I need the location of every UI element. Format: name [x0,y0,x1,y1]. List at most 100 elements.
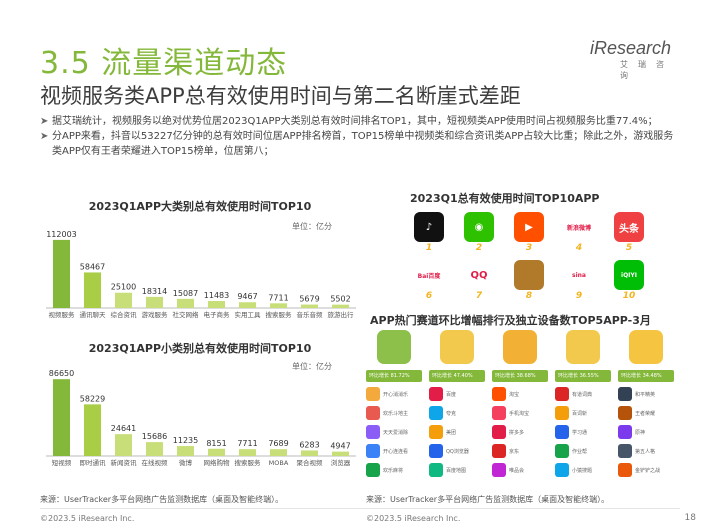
bar [176,446,195,456]
iresearch-logo: iResearch 艾瑞咨询 [590,38,690,81]
app-icon [366,425,380,439]
growth-app-row: QQ浏览器 [429,444,485,458]
growth-app-row: 美团 [429,425,485,439]
app-icon [555,425,569,439]
honor-of-kings-icon [514,260,544,290]
app-icon [492,463,506,477]
app-icon [492,425,506,439]
growth-tag: 环比增长 34.48% [618,370,674,382]
bar-value-label: 7689 [268,439,288,448]
app-name: 王者荣耀 [635,410,656,417]
bar [114,292,133,308]
growth-app-row: 第五人格 [618,444,674,458]
bar [269,449,288,456]
source-note-left: 来源：UserTracker多平台网络广告监测数据库（桌面及智能终端）。 [40,495,284,504]
app-name: 欢乐斗地主 [383,410,409,417]
bar [145,296,164,308]
app-icon [618,444,632,458]
app-name: 天天爱消除 [383,429,409,436]
top10-app-cell: sina 9 [562,260,596,301]
top10-rank-label: 10 [622,291,636,301]
summary-bullets: ➤ 据艾瑞统计，视频服务以绝对优势位居2023Q1APP大类别总有效时间排名TO… [40,114,680,159]
growth-tag: 环比增长 38.68% [492,370,548,382]
growth-app-row: 淘宝 [492,387,548,401]
app-name: 美团 [446,429,457,436]
x-tick-label: 短视频 [52,458,72,467]
growth-app-row: 欢乐麻将 [366,463,422,477]
app-name: 百度地图 [446,467,467,474]
app-name: 夸克 [446,410,457,417]
app-name: 金铲铲之战 [635,467,661,474]
bar [300,450,319,456]
arrow-bullet-icon: ➤ [40,116,49,127]
x-tick-label: 旅游出行 [328,310,355,319]
app-name: 淘宝 [509,391,520,398]
bar [52,379,71,456]
bullet-item: ➤ 据艾瑞统计，视频服务以绝对优势位居2023Q1APP大类别总有效时间排名TO… [40,114,680,129]
growth-app-row: 唯品会 [492,463,548,477]
x-tick-label: 在线视频 [142,458,169,467]
app-name: 第五人格 [635,448,656,455]
app-icon [366,406,380,420]
arrow-bullet-icon: ➤ [40,131,49,142]
growth-app-row: 百度地图 [429,463,485,477]
growth-app-row: 作业帮 [555,444,611,458]
top10-apps-grid: ♪ 1 ◉ 2 ▶ 3 新浪微博 4 头条 5 Bai百度 6 QQ 7 8 sina 9 iQIYI 10 [412,212,652,302]
bullet-text: 据艾瑞统计，视频服务以绝对优势位居2023Q1APP大类别总有效时间排名TOP1… [52,116,658,127]
app-name: 学习通 [572,429,588,436]
bar-value-label: 58229 [80,394,105,403]
bar-value-label: 18314 [142,287,167,296]
app-icon [618,463,632,477]
app-icon [429,387,443,401]
chart2-title: 2023Q1APP小类别总有效使用时间TOP10 [88,342,312,355]
x-tick-label: 通讯聊天 [80,310,107,319]
footer-divider [40,508,680,509]
app-icon [492,406,506,420]
app-name: 小猿搜题 [572,467,593,474]
x-tick-label: 实用工具 [235,310,262,319]
growth-app-row: 天天爱消除 [366,425,422,439]
chart2-subcategory-bar-chart: 86650 短视频 58229 即时通讯 24641 新闻资讯 15686 在线视频 11235… [40,360,360,474]
x-tick-label: 游戏服务 [142,310,169,319]
top10-app-cell: 头条 5 [612,212,646,253]
x-tick-label: 浏览器 [331,458,351,467]
app-name: 原神 [635,429,646,436]
bar-value-label: 7711 [237,439,257,448]
app-icon [366,387,380,401]
bar-value-label: 9467 [237,292,257,301]
top10-app-cell: ◉ 2 [462,212,496,253]
page-title: 3.5 流量渠道动态 [40,46,288,81]
x-tick-label: MOBA [269,459,289,467]
bar-value-label: 58467 [80,262,105,271]
growth-column: 环比增长 47.40% 百度 夸克 美团 QQ浏览器 百度地图 [429,330,485,477]
chart2-unit: 单位：亿分 [292,362,332,371]
growth-app-row: 手机淘宝 [492,406,548,420]
page-number: 18 [684,513,696,523]
bar [207,301,226,308]
source-note-right: 来源：UserTracker多平台网络广告监测数据库（桌面及智能终端）。 [366,495,610,504]
bar-value-label: 112003 [46,230,77,239]
app-name: 开心消消乐 [383,391,409,398]
bar [300,304,319,308]
app-icon [555,463,569,477]
growth-column: 环比增长 81.72% 开心消消乐 欢乐斗地主 天天爱消除 开心连连看 欢乐麻将 [366,330,422,477]
bar [83,404,102,456]
x-tick-label: 搜索服务 [235,458,262,467]
growth-column: 环比增长 34.48% 和平精英 王者荣耀 原神 第五人格 金铲铲之战 [618,330,674,477]
bar [238,449,257,456]
weibo-icon: 新浪微博 [564,212,594,242]
growth-app-row: 小猿搜题 [555,463,611,477]
top10-app-cell: 8 [512,260,546,301]
app-name: 唯品会 [509,467,525,474]
bar-value-label: 11235 [173,436,198,445]
bar [207,448,226,456]
growth-app-row: 京东 [492,444,548,458]
x-tick-label: 社交网络 [173,310,200,319]
wechat-icon: ◉ [464,212,494,242]
chart1-title: 2023Q1APP大类别总有效使用时间TOP10 [88,200,312,213]
app-icon [618,387,632,401]
bar [176,298,195,308]
app-icon [429,463,443,477]
toutiao-icon: 头条 [614,212,644,242]
category-icon [629,330,663,364]
